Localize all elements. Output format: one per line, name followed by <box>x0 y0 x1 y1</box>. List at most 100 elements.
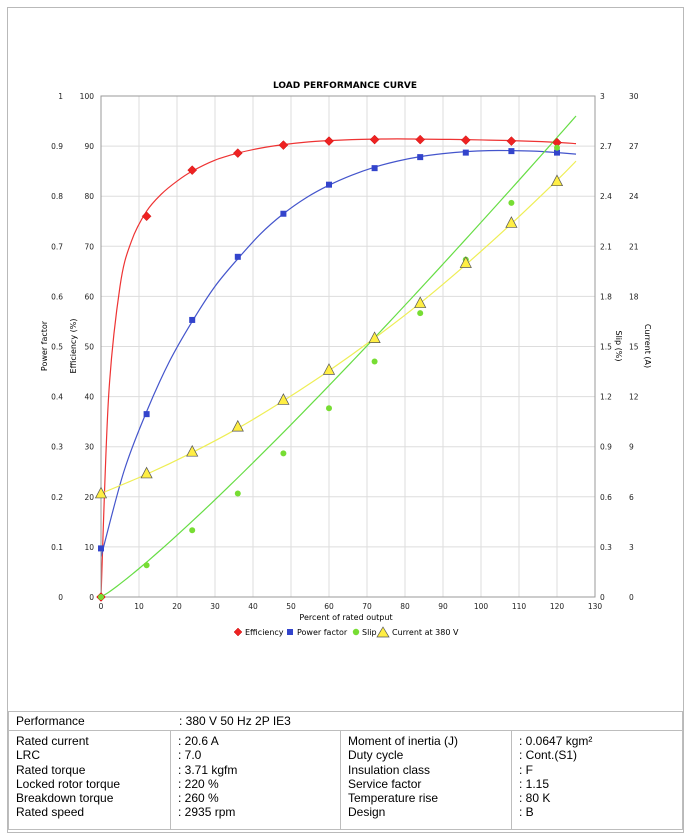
grid <box>101 96 595 597</box>
efficiency-tick-label: 10 <box>84 543 94 552</box>
x-tick-label: 130 <box>588 602 603 611</box>
legend: Efficiency Power factor Slip Current at … <box>233 626 459 638</box>
x-axis-label: Percent of rated output <box>299 613 392 622</box>
slip-point <box>417 310 424 317</box>
x-tick-label: 80 <box>400 602 410 611</box>
slip-tick-label: 0.9 <box>600 443 612 452</box>
x-tick-label: 0 <box>99 602 104 611</box>
x-tick-label: 90 <box>438 602 448 611</box>
slip-curve <box>101 115 577 597</box>
slip-point <box>98 594 104 600</box>
power-factor-tick-label: 0.7 <box>51 242 63 251</box>
design-label: Design <box>348 805 386 820</box>
legend-label-current: Current at 380 V <box>392 628 459 637</box>
power-factor-point <box>234 253 241 260</box>
slip-point <box>508 199 515 206</box>
design-value: : B <box>519 805 534 820</box>
performance-cell: Performance : 380 V 50 Hz 2P IE3 <box>8 711 683 731</box>
slip-tick-label: 1.5 <box>600 343 612 352</box>
current-tick-label: 12 <box>629 393 639 402</box>
slip-point <box>280 450 287 457</box>
efficiency-point <box>232 148 243 158</box>
moment-of-inertia-label: Moment of inertia (J) <box>348 734 459 748</box>
slip-point <box>143 562 150 569</box>
legend-marker-power-factor <box>287 629 293 635</box>
efficiency-point <box>415 134 426 145</box>
legend-marker-current <box>376 626 390 638</box>
power-factor-point <box>189 316 196 323</box>
efficiency-tick-label: 20 <box>84 493 94 502</box>
efficiency-point <box>369 134 380 145</box>
slip-tick-label: 0.3 <box>600 543 612 552</box>
current-point <box>368 331 381 343</box>
slip-point <box>326 405 332 412</box>
x-tick-label: 50 <box>286 602 296 611</box>
power-factor-tick-label: 0.1 <box>51 543 63 552</box>
legend-label-slip: Slip <box>362 628 377 637</box>
legend-marker-slip <box>352 628 360 636</box>
efficiency-point <box>187 165 198 176</box>
efficiency-tick-label: 60 <box>84 292 94 301</box>
legend-label-power-factor: Power factor <box>297 628 348 637</box>
slip-tick-label: 1.8 <box>600 292 612 301</box>
rated-torque-value: : 3.71 kgfm <box>178 762 238 777</box>
chart-title: LOAD PERFORMANCE CURVE <box>273 81 417 91</box>
power-factor-tick-label: 0.5 <box>51 343 63 352</box>
efficiency-point <box>506 136 517 146</box>
temperature-rise-value: : 80 K <box>519 791 551 806</box>
current-tick-label: 30 <box>629 92 639 101</box>
load-performance-chart: 0 10 20 30 40 50 60 70 80 90 100 110 120 13000.10.20.… <box>40 81 652 638</box>
power-factor-tick-label: 0.4 <box>51 393 63 402</box>
temperature-rise-label: Temperature rise <box>348 791 439 806</box>
power-factor-tick-label: 1 <box>58 92 63 101</box>
curves <box>101 115 577 597</box>
x-tick-label: 100 <box>474 602 489 611</box>
current-curve <box>101 160 577 495</box>
current-tick-label: 21 <box>629 242 639 251</box>
efficiency-axis-label: Efficiency (%) <box>69 319 78 374</box>
x-tick-label: 110 <box>512 602 527 611</box>
power-factor-tick-label: 0 <box>58 593 63 602</box>
rated-current-value: : 20.6 A <box>178 734 219 748</box>
current-tick-label: 0 <box>629 593 634 602</box>
current-point <box>322 363 336 375</box>
current-tick-label: 9 <box>629 443 634 452</box>
page-frame <box>7 7 684 833</box>
spec-body-row: Rated current LRC Rated torque Locked ro… <box>8 730 683 830</box>
current-tick-label: 24 <box>629 192 639 201</box>
efficiency-tick-label: 40 <box>84 393 94 402</box>
efficiency-point <box>278 140 289 150</box>
spec-labels-left: Rated current LRC Rated torque Locked ro… <box>8 730 171 830</box>
motor-spec-table: Performance : 380 V 50 Hz 2P IE3 Rated c… <box>8 711 683 830</box>
rated-speed-value: : 2935 rpm <box>178 805 236 820</box>
legend-label-efficiency: Efficiency <box>245 628 284 637</box>
efficiency-tick-label: 50 <box>84 343 94 352</box>
current-point <box>459 256 472 268</box>
slip-tick-label: 0 <box>600 593 605 602</box>
performance-label: Performance <box>16 714 85 728</box>
slip-point <box>371 358 378 365</box>
plot-area-border <box>100 95 596 598</box>
legend-item-efficiency: Efficiency <box>233 627 284 637</box>
current-point <box>231 419 244 432</box>
x-tick-label: 120 <box>550 602 565 611</box>
slip-point <box>554 144 560 151</box>
slip-tick-label: 2.7 <box>600 142 612 151</box>
power-factor-point <box>508 148 515 155</box>
power-factor-point <box>462 149 469 156</box>
service-factor-value: : 1.15 <box>519 776 550 791</box>
rated-current-label: Rated current <box>16 734 89 748</box>
slip-axis-label: Slip (%) <box>614 331 623 362</box>
markers <box>94 134 564 602</box>
power-factor-curve <box>101 149 577 558</box>
legend-item-slip: Slip <box>352 628 377 637</box>
legend-marker-efficiency <box>233 627 243 637</box>
x-tick-label: 60 <box>324 602 334 611</box>
slip-tick-label: 2.1 <box>600 242 612 251</box>
power-factor-point <box>98 545 104 552</box>
moment-of-inertia-value: : 0.0647 kgm² <box>519 734 593 748</box>
performance-value: : 380 V 50 Hz 2P IE3 <box>179 714 291 728</box>
current-tick-label: 18 <box>629 292 639 301</box>
power-factor-tick-label: 0.8 <box>51 192 63 201</box>
power-factor-tick-label: 0.3 <box>51 443 63 452</box>
